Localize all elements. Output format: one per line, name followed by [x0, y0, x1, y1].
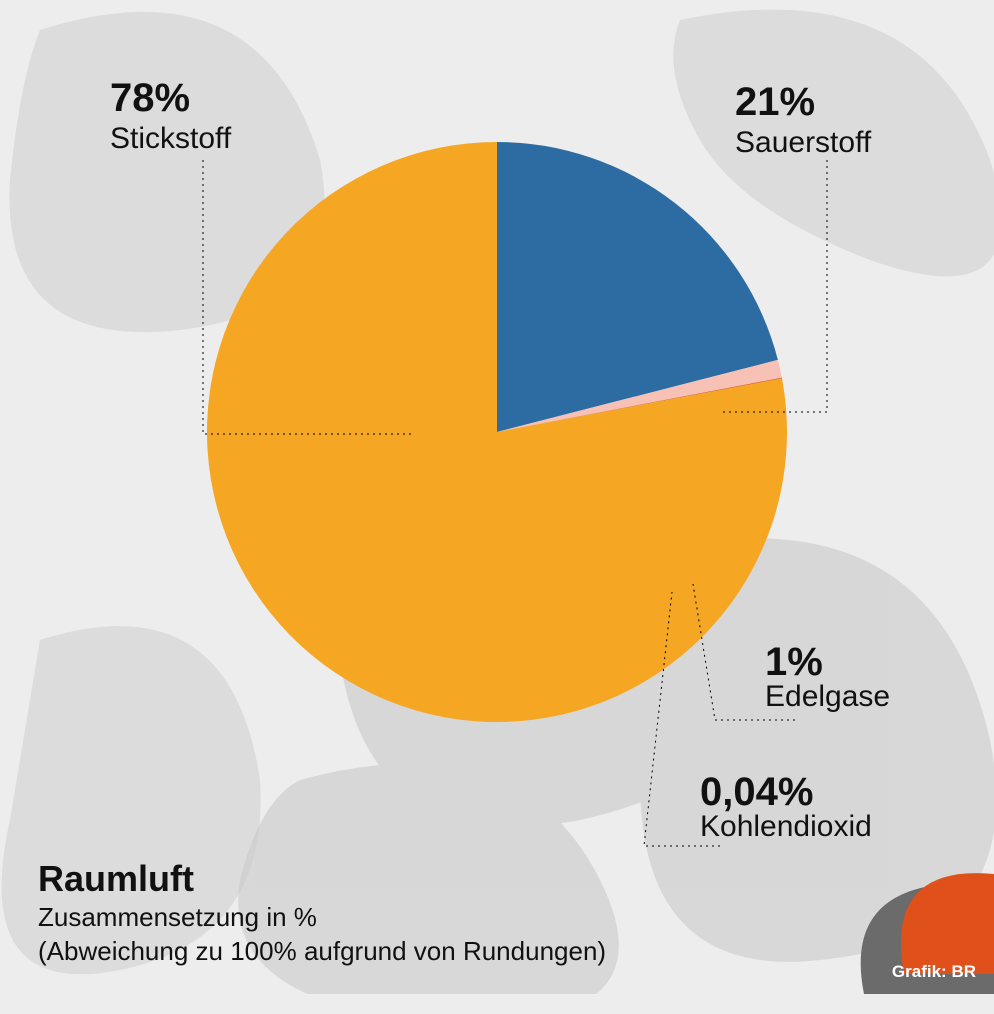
- credit-label: Grafik: BR: [892, 962, 976, 982]
- chart-subtitle-1: Zusammensetzung in %: [38, 902, 317, 933]
- label-sauerstoff: Sauerstoff: [735, 126, 871, 160]
- percent-sauerstoff: 21%: [735, 80, 815, 125]
- percent-kohlendioxid: 0,04%: [700, 770, 813, 815]
- leader-sauerstoff: [720, 160, 827, 412]
- percent-edelgase: 1%: [765, 640, 823, 685]
- chart-subtitle-2: (Abweichung zu 100% aufgrund von Rundung…: [38, 936, 606, 967]
- label-stickstoff: Stickstoff: [110, 122, 231, 156]
- label-kohlendioxid: Kohlendioxid: [700, 810, 872, 844]
- leader-stickstoff: [203, 160, 412, 434]
- label-edelgase: Edelgase: [765, 680, 890, 714]
- chart-title: Raumluft: [38, 858, 194, 900]
- percent-stickstoff: 78%: [110, 76, 190, 121]
- accent-blobs: [794, 854, 994, 1014]
